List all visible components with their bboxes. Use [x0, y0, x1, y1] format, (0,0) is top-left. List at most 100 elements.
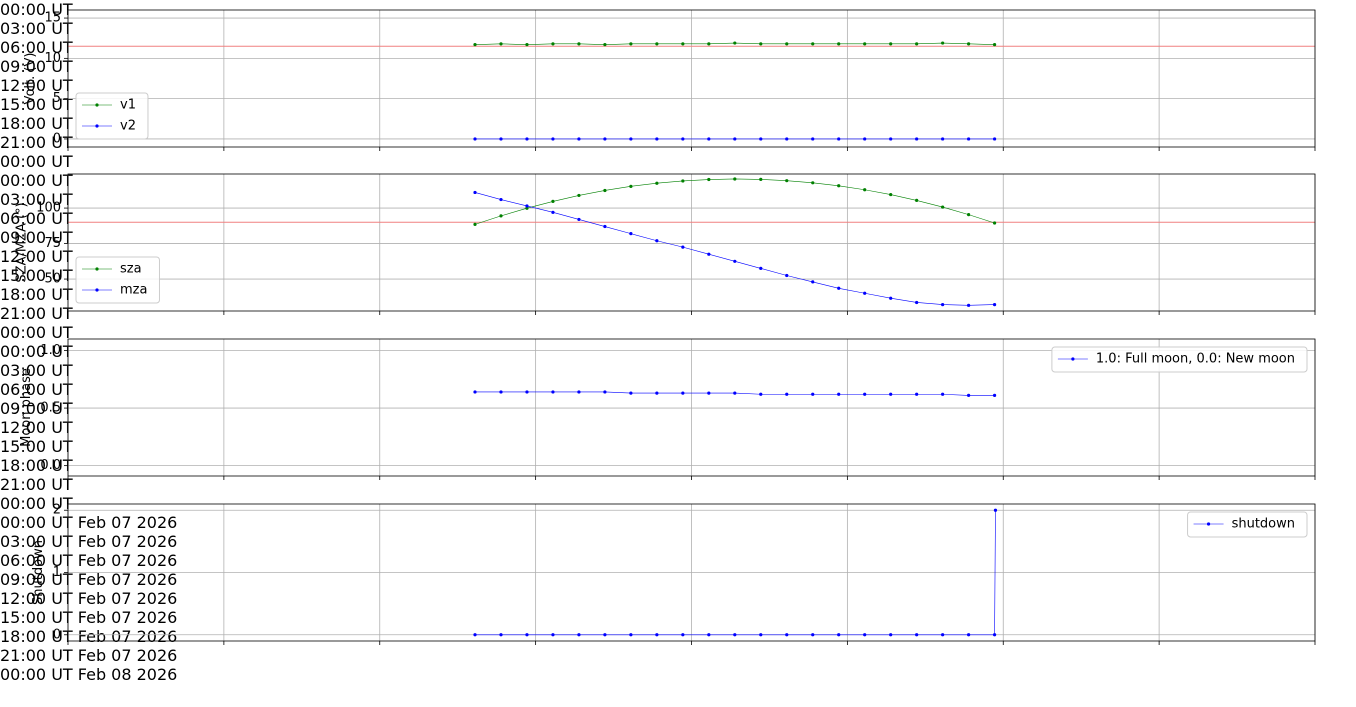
data-point [811, 42, 815, 46]
legend: 1.0: Full moon, 0.0: New moon [1051, 346, 1308, 373]
x-tick-label: 18:00 UT [0, 456, 73, 475]
data-point [837, 633, 841, 637]
data-point [525, 206, 529, 210]
data-point [837, 42, 841, 46]
data-point [551, 210, 555, 214]
y-axis-label: Moon phase [19, 368, 34, 447]
data-point [889, 42, 893, 46]
data-point [759, 42, 763, 46]
data-point [811, 137, 815, 141]
data-point [681, 137, 685, 141]
data-point [681, 391, 685, 395]
subplot: 0 1 2 Shutdown shutdown [31, 503, 1316, 645]
y-tick-label: 5 [53, 91, 61, 106]
y-tick-label: 1.0 [40, 343, 61, 358]
legend-marker [95, 103, 99, 107]
data-point [577, 633, 581, 637]
x-tick-label: 00:00 UT [0, 0, 73, 19]
data-point [603, 137, 607, 141]
data-point [941, 41, 945, 45]
y-tick-label: 0 [53, 131, 61, 146]
data-point [655, 42, 659, 46]
data-point [551, 633, 555, 637]
x-tick-label: 09:00 UT Feb 07 2026 [0, 570, 178, 589]
data-point [941, 633, 945, 637]
x-tick-label: 06:00 UT Feb 07 2026 [0, 551, 178, 570]
x-tick-label: 09:00 UT [0, 399, 73, 418]
data-point [525, 390, 529, 394]
legend-label: shutdown [1232, 517, 1295, 532]
data-point [915, 198, 919, 203]
data-point [629, 391, 633, 395]
data-point [681, 245, 685, 249]
x-tick-label: 09:00 UT [0, 228, 73, 247]
data-point [629, 42, 633, 46]
data-point [837, 137, 841, 141]
data-point [733, 137, 737, 141]
legend-marker [95, 288, 99, 292]
x-tick-label: 18:00 UT [0, 285, 73, 304]
data-point [681, 42, 685, 46]
data-point [863, 291, 867, 295]
data-point [863, 42, 867, 46]
x-tick-label: 15:00 UT [0, 266, 73, 285]
x-tick-label: 00:00 UT [0, 152, 73, 171]
x-tick-label: 21:00 UT [0, 304, 73, 323]
data-point [941, 392, 945, 396]
x-tick-label: 21:00 UT [0, 475, 73, 494]
legend-box [1051, 346, 1308, 373]
data-point [525, 633, 529, 637]
axes-frame [67, 503, 1316, 642]
data-point [785, 392, 789, 396]
data-point [577, 390, 581, 394]
data-point [733, 177, 737, 181]
data-point [811, 181, 815, 185]
data-point [889, 392, 893, 396]
legend-marker [1071, 357, 1075, 361]
data-point [967, 303, 971, 307]
data-point [941, 205, 945, 209]
data-point [733, 391, 737, 395]
x-tick-label: 00:00 UT [0, 342, 73, 361]
data-point [473, 137, 477, 141]
x-tick-label: 03:00 UT [0, 19, 73, 38]
data-point [785, 273, 789, 278]
legend-marker [95, 124, 99, 128]
data-point [889, 137, 893, 141]
legend-label: 1.0: Full moon, 0.0: New moon [1096, 352, 1295, 367]
axes-frame [67, 9, 1316, 148]
data-point [759, 266, 763, 271]
data-point [629, 137, 633, 141]
data-point [681, 633, 685, 637]
data-point [915, 300, 919, 305]
data-point [967, 137, 971, 141]
data-point [707, 42, 711, 46]
data-point [811, 633, 815, 637]
subplot: 50 75 100 SZA/MZA (°) sza mza [15, 173, 1316, 315]
data-point [707, 391, 711, 395]
data-point [915, 633, 919, 637]
data-point [915, 137, 919, 141]
y-tick-label: 15 [44, 11, 61, 26]
x-tick-label: 15:00 UT [0, 95, 73, 114]
data-point [707, 252, 711, 256]
data-point [525, 137, 529, 141]
data-point [603, 224, 607, 229]
data-point [707, 177, 711, 182]
data-point [629, 232, 633, 236]
data-point [915, 42, 919, 46]
y-tick-label: 75 [44, 236, 61, 251]
data-point [863, 392, 867, 396]
data-point [811, 392, 815, 396]
data-point [941, 303, 945, 307]
data-point [473, 222, 477, 226]
data-point [785, 179, 789, 183]
data-point [837, 286, 841, 290]
y-tick-label: 10 [44, 51, 61, 66]
axes-frame [67, 338, 1316, 477]
data-point [992, 633, 997, 637]
data-point [967, 393, 971, 398]
data-point [992, 137, 997, 141]
